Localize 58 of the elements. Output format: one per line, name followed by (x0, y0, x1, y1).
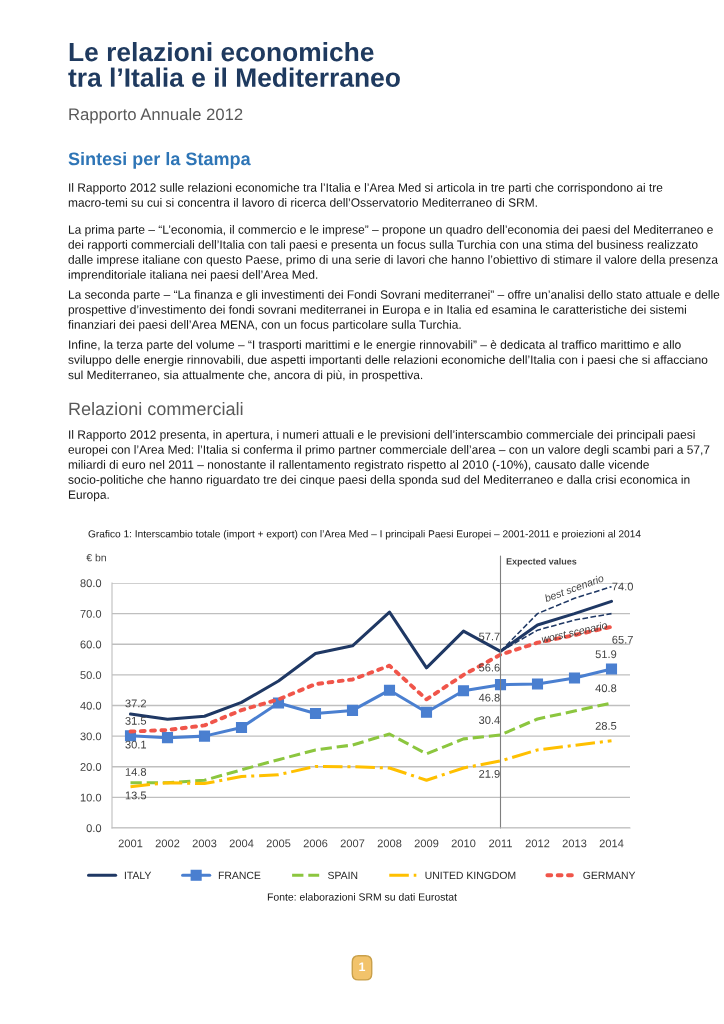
legend-label: SPAIN (328, 871, 358, 880)
data-label: 21.9 (479, 769, 500, 778)
y-tick-label: 0.0 (86, 824, 102, 833)
x-tick-label: 2009 (414, 839, 439, 848)
data-label: 37.2 (125, 699, 147, 708)
text: Il Rapporto 2012 sulle relazioni economiche tra l’Italia e l’Area Med si articola in tre parti che corrispondono ai tre macro-temi su cui si concentra il lavoro di ricerca dell’Osservatorio Mediterraneo di SRM. (68, 183, 663, 207)
data-label: 30.1 (125, 740, 147, 749)
data-label: 46.8 (478, 693, 500, 702)
text: Relazioni commerciali (69, 402, 243, 416)
y-tick-label: 80.0 (80, 579, 102, 588)
y-tick-label: 60.0 (80, 640, 102, 649)
text: La prima parte – “L’economia, il commercio e le imprese” – propone un quadro dell’economia dei paesi del Mediterraneo e dei rapporti commerciali dell’Italia con tali paesi e presenta un focus sulla Turchia con una stima del business realizzato dalle imprese italiane con questo Paese, primo di una serie di lavori che hanno l’obiettivo di stimare il valore della presenza imprenditoriale italiana nei paesi dell’Area Med. (68, 225, 718, 282)
data-label: 30.4 (479, 716, 500, 724)
y-tick-label: 30.0 (80, 732, 102, 741)
data-label: 14.8 (125, 768, 147, 776)
text: 1 (359, 962, 366, 972)
y-tick-label: 50.0 (80, 671, 102, 680)
x-tick-label: 2004 (229, 839, 254, 848)
text: Il Rapporto 2012 presenta, in apertura, i numeri attuali e le previsioni dell’interscambio commerciale dei principali paesi europei con l’Area Med: l’Italia si conferma il primo partner commerciale dell’area – con un valore degli scambi pari a 57,7 miliardi di euro nel 2011 – nonostante il rallentamento registrato rispetto al 2010 (-10%), causato dalle vicende socio-politiche che hanno riguardato tre dei cinque paesi della sponda sud del Mediterraneo e dalla crisi economica in Europa. (68, 430, 710, 502)
source-note: Fonte: elaborazioni SRM su dati Eurostat (267, 893, 457, 901)
data-label: 40.8 (595, 684, 617, 693)
data-label: 65.7 (612, 635, 633, 644)
y-tick-label: 20.0 (80, 763, 102, 771)
x-tick-label: 2002 (155, 839, 180, 848)
text: Grafico 1: Interscambio totale (import + export) con l’Area Med – I principali Paesi Europei – 2001-2011 e proiezioni al 2014 (88, 530, 641, 540)
y-axis-title: € bn (86, 553, 106, 562)
x-tick-label: 2006 (303, 839, 328, 848)
data-label: 28.5 (595, 721, 617, 730)
text: Sintesi per la Stampa (68, 152, 251, 169)
legend-label: ITALY (124, 871, 152, 879)
chart-title: Le relazioni economiche tra l’Italia e il Mediterraneo (68, 42, 400, 87)
data-label: 74.0 (612, 582, 633, 591)
x-tick-label: 2012 (525, 839, 550, 848)
x-tick-label: 2005 (266, 839, 291, 848)
x-tick-label: 2014 (599, 839, 624, 848)
data-label: 57.7 (479, 632, 500, 641)
data-label: 31.5 (125, 716, 147, 725)
x-tick-label: 2008 (377, 839, 402, 848)
x-tick-label: 2010 (451, 839, 476, 848)
text: La seconda parte – “La finanza e gli investimenti dei Fondi Sovrani mediterranei” – offre un’analisi dello stato attuale e delle prospettive d’investimento dei fondi sovrani mediterranei in Europa e in Italia ed esamina le caratteristiche dei sistemi finanziari dei paesi dell’Area MENA, con un focus particolare sulla Turchia. (68, 290, 720, 332)
text: Infine, la terza parte del volume – “I trasporti marittimi e le energie rinnovabili” – è dedicata al traffico marittimo e allo sviluppo delle energie rinnovabili, due aspetti importanti delle relazioni economiche dell’Italia con i paesi che si affacciano sul Mediterraneo, sia attualmente che, ancora di più, in prospettiva. (68, 340, 708, 382)
x-tick-label: 2007 (340, 839, 365, 848)
chart-subtitle: Rapporto Annuale 2012 (69, 108, 243, 124)
legend-label: GERMANY (583, 871, 636, 880)
text: worst scenario (541, 621, 608, 643)
legend-label: FRANCE (218, 871, 261, 880)
y-tick-label: 40.0 (80, 701, 102, 710)
y-tick-label: 70.0 (80, 609, 102, 618)
y-tick-label: 10.0 (80, 793, 102, 802)
legend-label: UNITED KINGDOM (425, 871, 516, 880)
x-tick-label: 2003 (192, 839, 217, 848)
data-label: 51.9 (595, 650, 617, 659)
x-tick-label: 2011 (489, 839, 512, 848)
data-label: 56.6 (479, 663, 500, 672)
data-label: 13.5 (125, 791, 147, 800)
x-tick-label: 2013 (562, 839, 587, 848)
x-tick-label: 2001 (118, 839, 143, 848)
ref-line-label: Expected values (506, 557, 577, 567)
